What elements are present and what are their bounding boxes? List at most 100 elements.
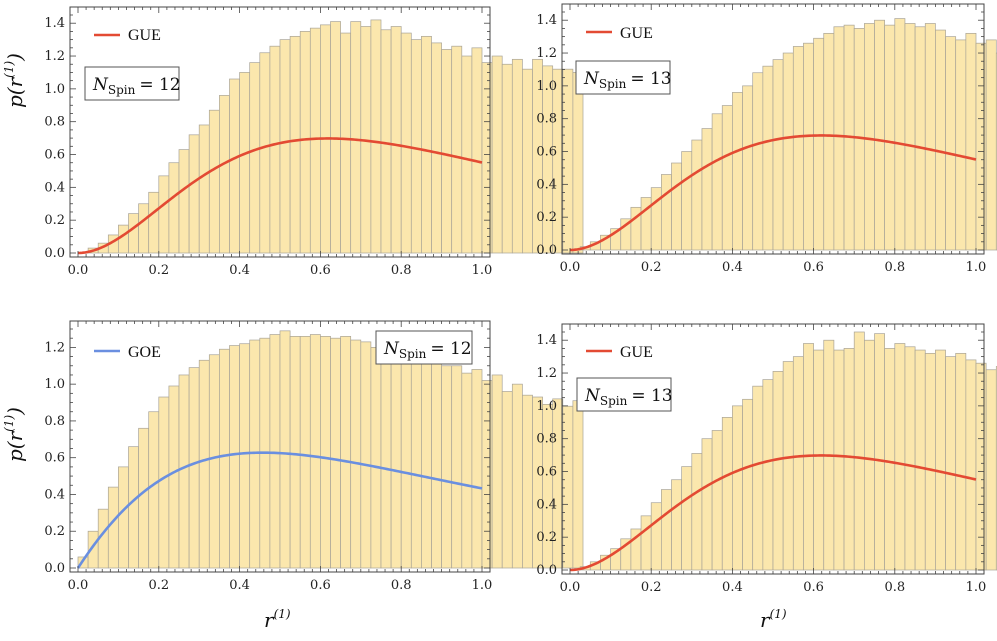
histogram-bar — [985, 39, 997, 251]
histogram-bar — [863, 339, 875, 571]
histogram-bar — [522, 394, 533, 569]
legend: GOE — [94, 344, 161, 361]
x-axis-label: r(1) — [760, 607, 787, 632]
system-size-symbol: N — [383, 339, 400, 359]
y-tick-label: 0.0 — [44, 246, 65, 261]
histogram-bar — [128, 446, 139, 569]
histogram-bar — [671, 479, 682, 571]
histogram-bar — [833, 26, 845, 251]
histogram-bar — [461, 55, 473, 254]
histogram-bar — [239, 72, 251, 254]
histogram-bars — [77, 19, 584, 254]
y-axis-label-main: p — [3, 95, 27, 108]
x-tick-label: 0.2 — [641, 260, 662, 275]
histogram-bar — [158, 396, 170, 569]
system-size-box: NSpin = 13 — [576, 377, 673, 412]
x-tick-label: 0.4 — [229, 578, 250, 593]
histogram-bar — [874, 333, 885, 571]
histogram-bar — [219, 95, 230, 254]
histogram-bar — [752, 385, 764, 571]
y-tick-label: 0.0 — [536, 563, 557, 578]
x-axis-label-main: r — [760, 608, 771, 632]
y-tick-label: 0.4 — [44, 487, 65, 502]
histogram-bar — [742, 398, 754, 571]
histogram-bar — [955, 39, 967, 251]
system-size-subscript: Spin — [108, 83, 136, 97]
axes-frame: 0.0 0.2 0.4 0.6 0.8 1.0 0.0 0.2 0.4 0.6 0.8 1.0 1.2 1… — [536, 323, 986, 595]
histogram-bar — [340, 32, 352, 254]
histogram-bar — [511, 58, 523, 254]
histogram-bar — [299, 336, 311, 569]
x-tick-label: 0.0 — [560, 580, 581, 595]
histogram-bar — [390, 26, 402, 254]
histogram-bar — [945, 356, 957, 571]
histogram-bar — [792, 356, 804, 571]
y-tick-label: 0.8 — [44, 414, 65, 429]
system-size-label: NSpin = 12 — [92, 75, 181, 97]
legend-label-gue: GUE — [128, 27, 161, 44]
y-tick-label: 1.2 — [44, 340, 65, 355]
histogram-bar — [711, 430, 723, 571]
histogram-bar — [309, 334, 321, 569]
x-tick-label: 1.0 — [966, 260, 987, 275]
histogram-bar — [965, 359, 977, 571]
y-tick-label: 0.8 — [536, 432, 557, 447]
histogram-bar — [168, 162, 180, 254]
histogram-bar — [650, 502, 662, 571]
y-tick-label: 0.0 — [536, 243, 557, 258]
histogram-bar — [481, 380, 493, 569]
histogram-bar — [894, 343, 906, 571]
histogram-bar — [511, 383, 523, 569]
x-tick-label: 0.6 — [803, 260, 824, 275]
histogram-bar — [168, 385, 180, 569]
legend-label-gue: GUE — [620, 344, 653, 361]
histogram-bar — [421, 35, 432, 254]
histogram-bar — [782, 361, 794, 571]
x-tick-label: 0.4 — [229, 263, 250, 278]
x-tick-label: 1.0 — [472, 578, 493, 593]
histogram-bar — [501, 63, 513, 254]
reference-curve — [569, 454, 977, 572]
histogram-bar — [481, 62, 493, 254]
histogram-bar — [813, 349, 825, 571]
reference-curve — [77, 137, 483, 255]
x-tick-label: 0.6 — [310, 578, 331, 593]
histogram-bar — [350, 339, 362, 569]
y-axis-label: p(r(1)) — [2, 407, 27, 462]
y-tick-label: 0.8 — [44, 115, 65, 130]
histogram-bar — [660, 174, 672, 251]
histogram-bar — [118, 466, 129, 569]
histogram-bar — [792, 46, 804, 251]
histogram-bar — [421, 358, 432, 569]
axes-frame: 0.0 0.2 0.4 0.6 0.8 1.0 0.0 0.2 0.4 0.6 0.8 1.0 1.2 1… — [536, 3, 987, 275]
histogram-bar — [279, 330, 291, 569]
histogram-bar — [572, 400, 584, 569]
histogram-bar — [198, 359, 210, 569]
x-tick-label: 0.2 — [148, 263, 169, 278]
system-size-label: NSpin = 13 — [583, 69, 672, 91]
y-axis-label-arg: r — [3, 76, 27, 87]
histogram-bar — [691, 139, 703, 251]
y-tick-label: 1.4 — [44, 16, 65, 31]
legend: GUE — [94, 27, 161, 44]
y-axis-label-sup: (1) — [2, 414, 16, 431]
histogram-bar — [299, 31, 311, 254]
histogram-bar — [671, 162, 682, 251]
y-tick-label: 1.0 — [536, 79, 557, 94]
y-tick-label: 0.6 — [536, 145, 557, 160]
x-tick-label: 0.8 — [884, 260, 905, 275]
histogram-bar — [914, 26, 926, 251]
x-axis-label-sup: (1) — [274, 607, 291, 621]
panel-bottom-left: p(r(1)) 0.0 0.2 0.4 0.6 0.8 1.00.00.20.40.60.… — [2, 320, 584, 632]
histogram-bar — [833, 349, 845, 571]
histogram-bar — [188, 367, 200, 569]
x-tick-label: 0.6 — [310, 263, 331, 278]
system-size-subscript: Spin — [399, 347, 427, 361]
y-tick-label: 0.2 — [536, 530, 557, 545]
histogram-bar — [370, 347, 382, 569]
y-axis-label: p(r(1)) — [2, 53, 27, 108]
x-tick-label: 0.8 — [391, 578, 412, 593]
histogram-bar — [681, 151, 693, 251]
reference-curve — [76, 451, 483, 569]
